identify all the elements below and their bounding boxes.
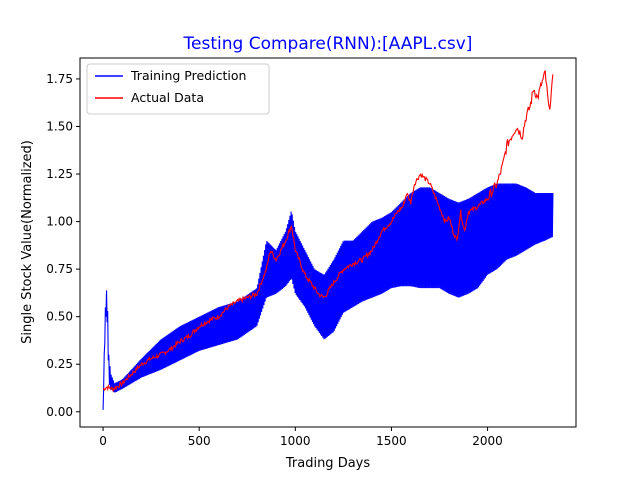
series-training-prediction — [102, 183, 554, 410]
y-axis-label: Single Stock Value(Normalized) — [20, 140, 35, 344]
y-tick-label: 0.25 — [46, 357, 73, 371]
plot-area — [102, 70, 554, 410]
y-tick-label: 0.75 — [46, 262, 73, 276]
y-tick-label: 1.75 — [46, 72, 73, 86]
y-tick-label: 1.50 — [46, 119, 73, 133]
x-axis: 0 500 1000 1500 2000 — [99, 427, 503, 448]
legend-label-training-prediction: Training Prediction — [130, 68, 246, 83]
axes-frame — [79, 57, 577, 428]
y-tick-label: 0.50 — [46, 310, 73, 324]
training-prediction-line — [102, 183, 554, 410]
y-tick-label: 1.00 — [46, 215, 73, 229]
y-tick-label: 0.00 — [46, 405, 73, 419]
legend-label-actual-data: Actual Data — [131, 90, 204, 105]
x-tick-label: 2000 — [472, 434, 503, 448]
x-tick-label: 0 — [99, 434, 107, 448]
chart-title: Testing Compare(RNN):[AAPL.csv] — [183, 34, 473, 54]
x-tick-label: 1500 — [376, 434, 407, 448]
legend-box — [86, 63, 270, 115]
x-tick-label: 1000 — [280, 434, 311, 448]
y-axis: 0.00 0.25 0.50 0.75 1.00 1.25 1.50 1.75 — [46, 72, 80, 419]
legend: Training Prediction Actual Data — [86, 63, 270, 115]
series-actual-data — [102, 70, 554, 393]
y-tick-label: 1.25 — [46, 167, 73, 181]
x-tick-label: 500 — [188, 434, 211, 448]
x-axis-label: Trading Days — [285, 456, 370, 471]
actual-data-line — [102, 70, 554, 393]
